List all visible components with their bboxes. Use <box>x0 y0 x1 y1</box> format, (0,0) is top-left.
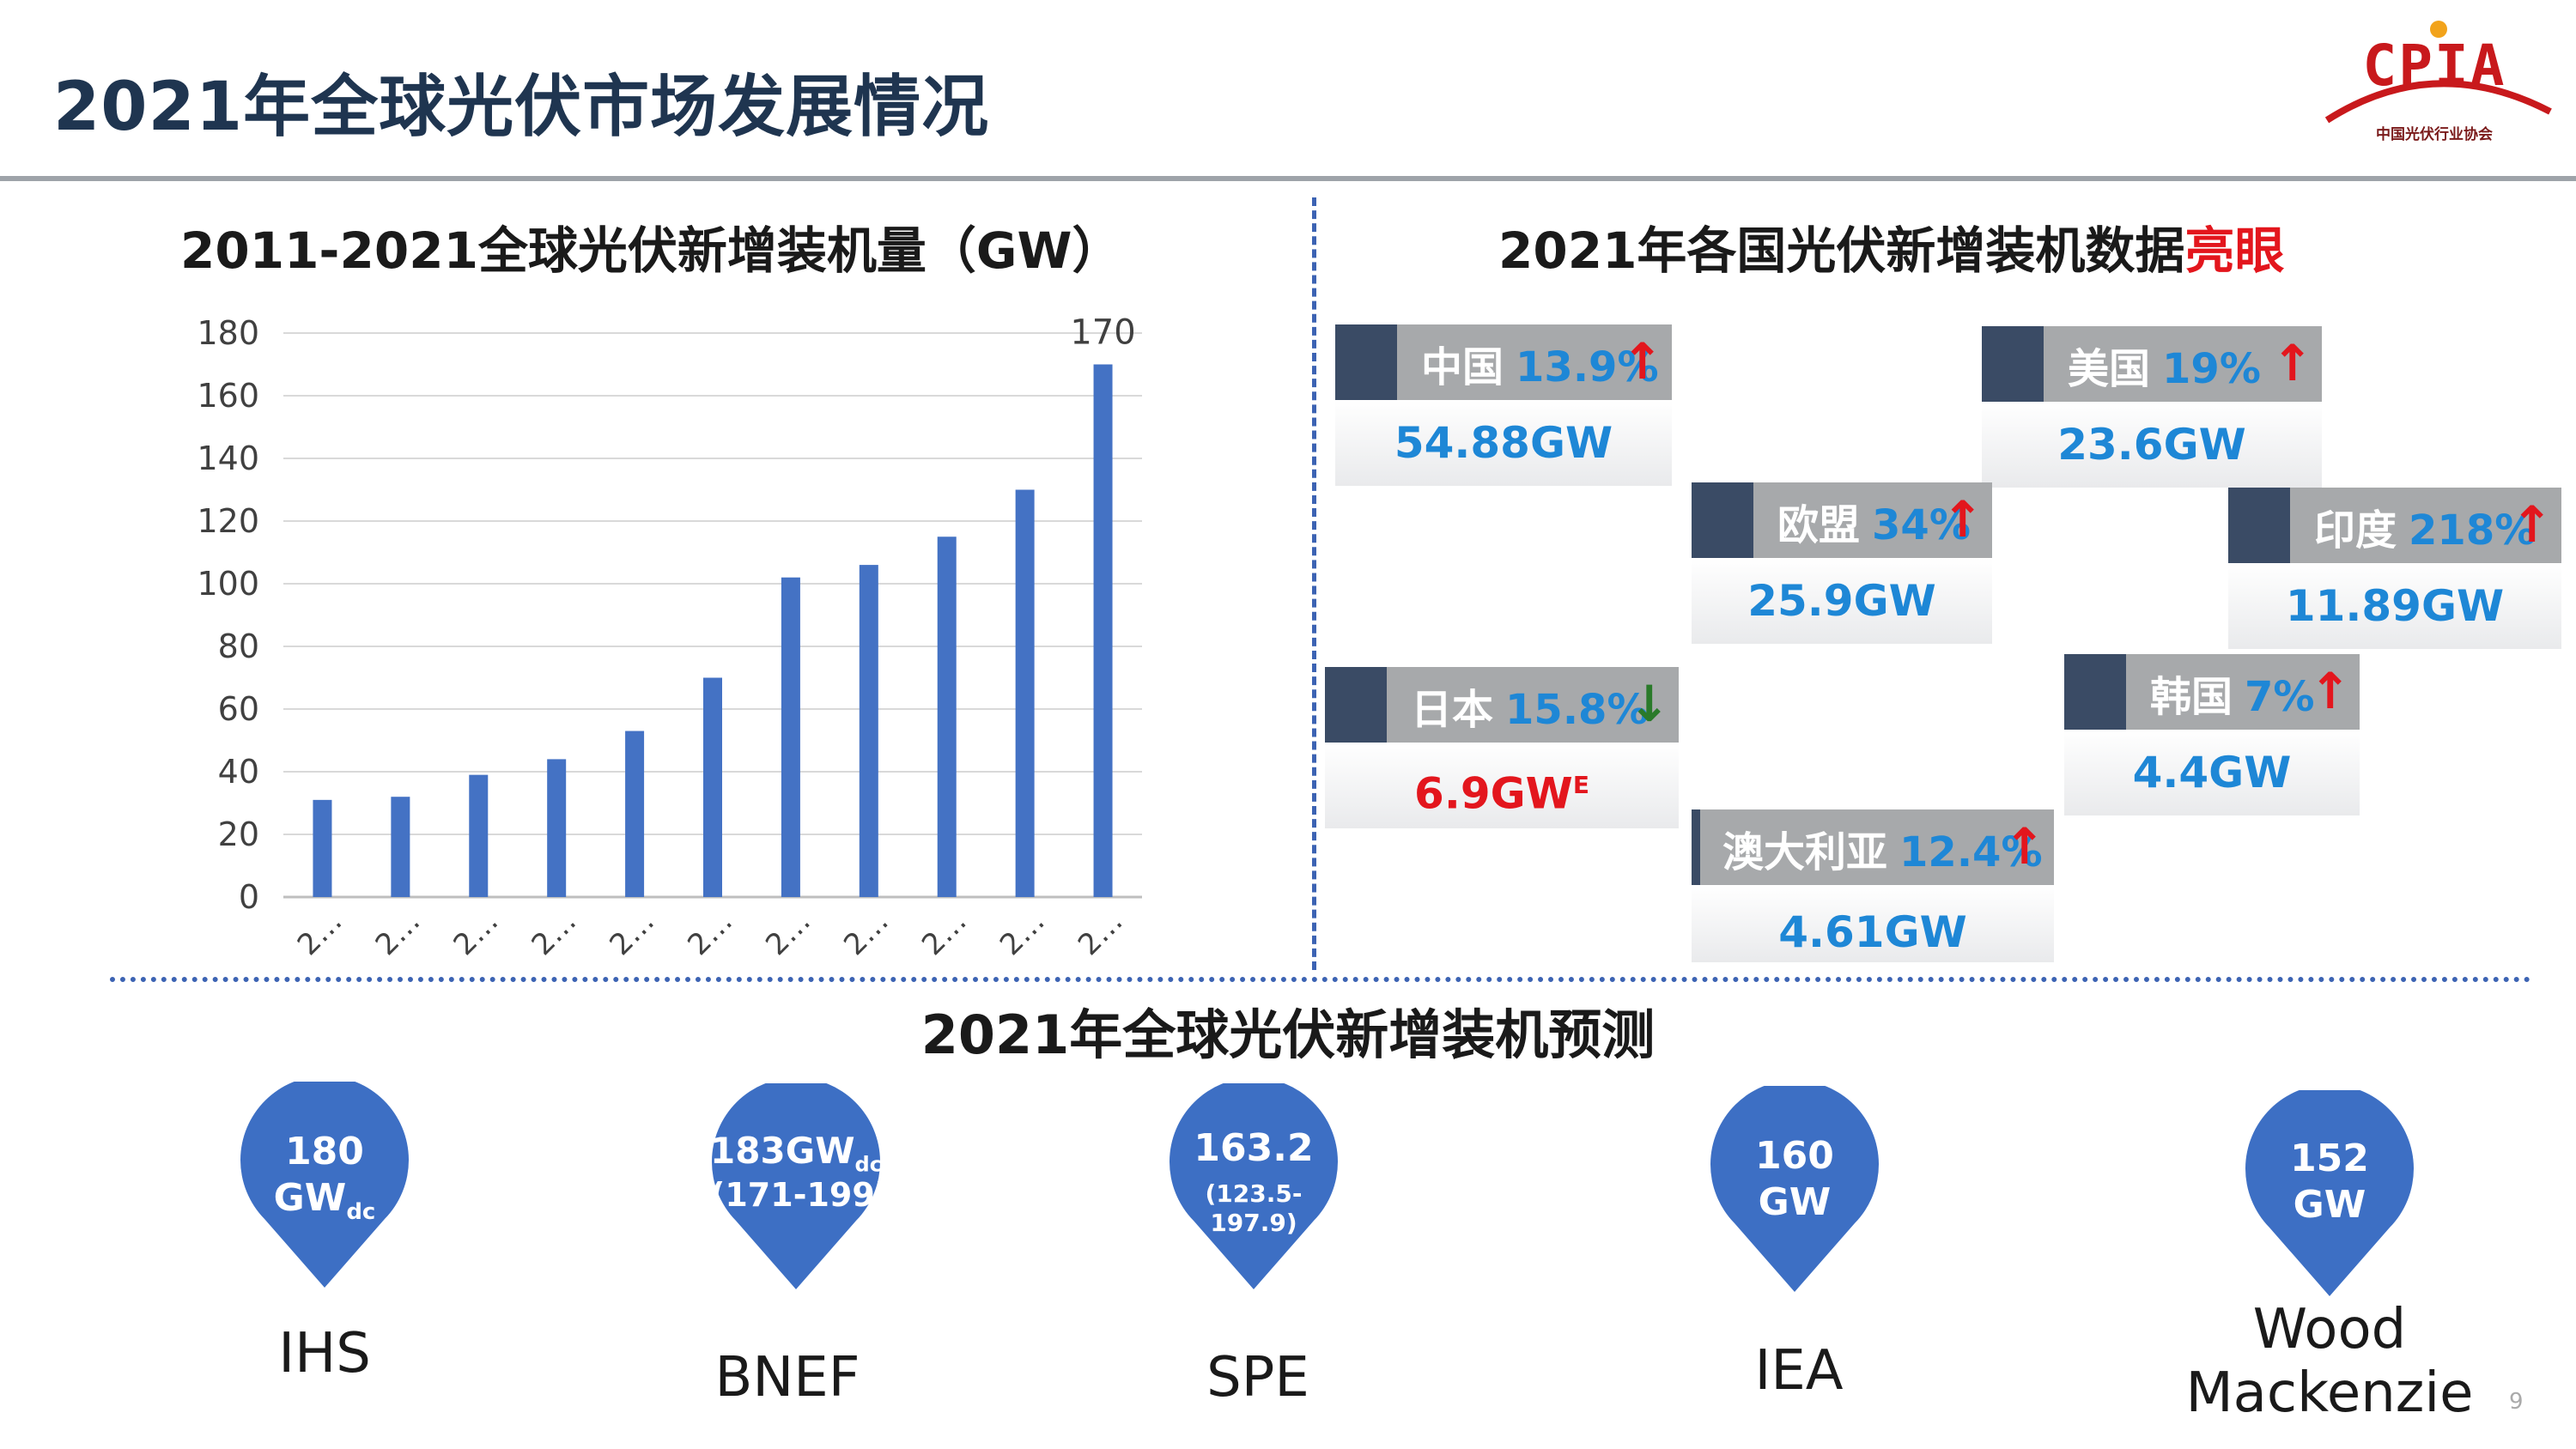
forecast-pin-spe: 163.2 (123.5- 197.9) <box>1168 1083 1340 1298</box>
forecast-source-wood-mackenzie: Wood Mackenzie <box>2185 1298 2474 1425</box>
forecast-source-spe: SPE <box>1206 1346 1309 1410</box>
x-tick-label: 2… <box>681 904 739 962</box>
map-pin-icon <box>240 1082 409 1288</box>
bar <box>1015 489 1035 897</box>
forecast-source-bnef: BNEF <box>714 1346 860 1410</box>
country-card-australia: 澳大利亚 12.4% ↑ 4.61GW <box>1692 809 2054 962</box>
country-change: 19% <box>2162 345 2261 393</box>
bar <box>937 537 957 897</box>
bar <box>1093 364 1113 897</box>
forecast-source-iea: IEA <box>1754 1339 1844 1403</box>
y-tick-label: 0 <box>239 878 259 916</box>
bar <box>391 797 410 897</box>
country-panel-title-highlight: 亮眼 <box>2184 221 2285 280</box>
country-value: 23.6GW <box>1982 402 2322 488</box>
forecast-title: 2021年全球光伏新增装机预测 <box>920 1003 1656 1066</box>
arrow-up-icon: ↑ <box>2309 662 2351 720</box>
country-change: 218% <box>2409 506 2537 555</box>
y-tick-label: 80 <box>218 627 259 665</box>
chart-title: 2011-2021全球光伏新增装机量（GW） <box>180 221 1122 280</box>
country-value: 25.9GW <box>1692 558 1992 644</box>
map-pin-icon <box>712 1083 880 1289</box>
y-tick-label: 60 <box>218 690 259 728</box>
arrow-up-icon: ↑ <box>1621 332 1663 391</box>
data-label: 170 <box>1070 313 1135 353</box>
country-change: 12.4% <box>1899 828 2043 876</box>
x-tick-label: 2… <box>837 904 896 962</box>
country-panel-title-main: 2021年各国光伏新增装机数据 <box>1498 221 2185 280</box>
country-card-india: 印度 218% ↑ 11.89GW <box>2228 488 2561 651</box>
logo-wordmark: CPIA <box>2362 33 2506 99</box>
country-value: 54.88GW <box>1335 400 1672 486</box>
country-value: 4.4GW <box>2064 730 2360 815</box>
country-card-eu: 欧盟 34% ↑ 25.9GW <box>1692 482 1992 646</box>
bar <box>625 731 645 897</box>
country-name: 欧盟 <box>1777 501 1861 549</box>
bar <box>703 677 722 897</box>
y-tick-label: 180 <box>197 314 259 352</box>
country-name: 中国 <box>1421 343 1504 391</box>
country-name: 印度 <box>2314 506 2397 555</box>
y-tick-label: 40 <box>218 753 259 791</box>
country-name: 韩国 <box>2150 673 2233 721</box>
map-pin-icon <box>1710 1086 1879 1292</box>
arrow-up-icon: ↑ <box>2511 495 2553 554</box>
forecast-pin-ihs: 180 GWdc <box>239 1082 410 1296</box>
country-change: 15.8% <box>1505 686 1649 734</box>
country-value: 11.89GW <box>2228 563 2561 649</box>
country-panel-title: 2021年各国光伏新增装机数据亮眼 <box>1498 210 2284 282</box>
country-value: 4.61GW <box>1692 885 2054 962</box>
country-name: 澳大利亚 <box>1722 828 1888 876</box>
x-tick-label: 2… <box>993 904 1052 962</box>
y-tick-label: 120 <box>197 502 259 540</box>
forecast-source-ihs: IHS <box>278 1322 371 1385</box>
x-tick-label: 2… <box>915 904 974 962</box>
bar-chart: 0 20 40 60 80 100 120 140 160 180 2… 2… 2… 2… 2… 2… 2… 2…… <box>197 313 1142 962</box>
bar <box>781 577 800 897</box>
bar <box>547 759 567 897</box>
x-tick-label: 2… <box>526 904 584 962</box>
y-tick-label: 140 <box>197 440 259 477</box>
horizontal-divider <box>110 977 2531 982</box>
bar <box>859 565 878 897</box>
x-tick-label: 2… <box>1072 904 1130 962</box>
bar <box>313 799 332 897</box>
y-tick-label: 100 <box>197 565 259 603</box>
page-title: 2021年全球光伏市场发展情况 <box>53 69 990 146</box>
arrow-up-icon: ↑ <box>2003 817 2045 876</box>
x-tick-label: 2… <box>291 904 349 962</box>
country-name: 美国 <box>2068 345 2151 393</box>
country-value: 6.9GWE <box>1325 743 1679 828</box>
logo-subtitle: 中国光伏行业协会 <box>2376 126 2493 143</box>
logo-swoosh-icon <box>2324 21 2552 124</box>
page-number: 9 <box>2509 1389 2524 1415</box>
arrow-up-icon: ↑ <box>1941 490 1984 549</box>
country-card-korea: 韩国 7% ↑ 4.4GW <box>2064 654 2360 817</box>
country-change: 7% <box>2245 673 2315 721</box>
forecast-pin-wood-mackenzie: 152 GW <box>2244 1090 2415 1305</box>
map-pin-icon <box>1170 1083 1338 1289</box>
y-tick-label: 160 <box>197 377 259 415</box>
forecast-pin-iea: 160 GW <box>1709 1086 1880 1300</box>
country-card-japan: 日本 15.8% ↓ 6.9GWE <box>1325 667 1679 830</box>
country-change: 34% <box>1872 501 1971 549</box>
cpia-logo: CPIA 中国光伏行业协会 <box>2310 17 2559 155</box>
x-tick-label: 2… <box>447 904 506 962</box>
country-change: 13.9% <box>1516 343 1659 391</box>
vertical-divider <box>1312 197 1316 970</box>
x-tick-label: 2… <box>603 904 661 962</box>
forecast-pin-bnef: 183GWdc (171-199) <box>710 1083 890 1298</box>
arrow-down-icon: ↓ <box>1628 675 1670 733</box>
arrow-up-icon: ↑ <box>2271 334 2313 392</box>
x-tick-label: 2… <box>759 904 817 962</box>
header-divider <box>0 176 2576 181</box>
country-card-china: 中国 13.9% ↑ 54.88GW <box>1335 324 1672 488</box>
y-tick-label: 20 <box>218 815 259 853</box>
country-card-usa: 美国 19% ↑ 23.6GW <box>1982 326 2322 489</box>
map-pin-icon <box>2245 1090 2414 1296</box>
country-name: 日本 <box>1411 686 1494 734</box>
bar <box>469 774 489 897</box>
x-tick-label: 2… <box>369 904 428 962</box>
